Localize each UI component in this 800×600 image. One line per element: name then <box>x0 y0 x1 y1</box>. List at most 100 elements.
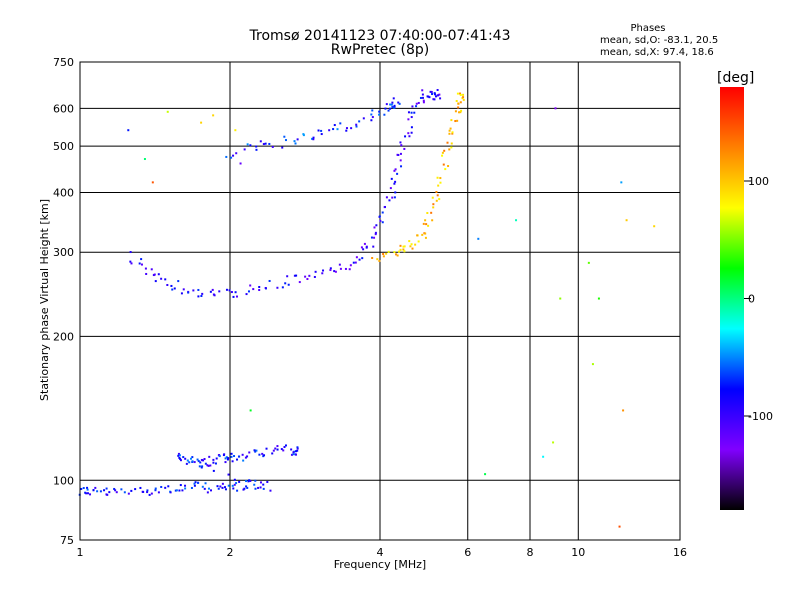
data-point <box>223 486 226 489</box>
data-point <box>198 465 201 468</box>
data-point <box>339 267 342 270</box>
data-point <box>332 128 335 131</box>
data-point <box>191 460 194 463</box>
data-point <box>397 101 400 104</box>
data-point <box>437 184 440 187</box>
data-point <box>221 486 224 489</box>
data-point <box>415 102 418 105</box>
data-point <box>385 252 388 255</box>
data-point <box>197 295 200 298</box>
data-point <box>448 129 451 132</box>
data-point <box>433 93 436 96</box>
data-point <box>329 267 332 270</box>
data-point <box>235 152 238 155</box>
data-point <box>228 289 231 292</box>
data-point <box>226 458 229 461</box>
data-point <box>292 453 295 456</box>
phases-o-stats: mean, sd,O: -83.1, 20.5 <box>600 35 718 46</box>
data-point <box>207 464 210 467</box>
data-point <box>397 154 400 157</box>
data-point <box>387 250 390 253</box>
data-point <box>314 270 317 273</box>
data-point <box>432 98 435 101</box>
data-point <box>320 129 323 132</box>
colorbar-tick-label: -100 <box>748 410 773 423</box>
chart-subtitle: RwPretec (8p) <box>331 42 429 58</box>
data-point <box>204 462 207 465</box>
data-point <box>411 247 414 250</box>
data-point <box>407 111 410 114</box>
data-point <box>382 253 385 256</box>
data-point <box>269 489 272 492</box>
data-point <box>167 485 170 488</box>
data-point <box>268 142 271 145</box>
data-point <box>254 450 257 453</box>
data-point <box>184 457 187 460</box>
data-point <box>247 290 250 293</box>
data-point <box>396 254 399 257</box>
data-point <box>308 274 311 277</box>
data-point <box>444 168 447 171</box>
data-point <box>414 243 417 246</box>
data-point <box>189 457 192 460</box>
data-point <box>280 448 283 451</box>
data-point <box>296 138 299 141</box>
data-point <box>399 244 402 247</box>
data-point <box>403 250 406 253</box>
data-point <box>233 478 236 481</box>
data-point <box>181 489 184 492</box>
data-point <box>85 492 88 495</box>
data-point <box>120 488 123 491</box>
data-point <box>448 132 451 135</box>
y-tick-label: 400 <box>53 186 74 199</box>
data-point <box>236 489 239 492</box>
data-point <box>129 251 132 254</box>
data-point <box>89 493 92 496</box>
data-point <box>450 119 453 122</box>
data-point <box>207 487 210 490</box>
grid-lines <box>80 62 680 540</box>
data-point <box>345 129 348 132</box>
plot-frame <box>79 61 681 541</box>
data-point <box>164 278 167 281</box>
data-point <box>403 147 406 150</box>
data-point <box>422 222 425 225</box>
data-point <box>435 190 438 193</box>
data-point <box>653 225 656 228</box>
data-point <box>395 253 398 256</box>
data-point <box>427 224 430 227</box>
data-point <box>402 245 405 248</box>
x-tick-label: 4 <box>377 546 384 559</box>
data-point <box>249 479 252 482</box>
data-point <box>214 462 217 465</box>
data-point <box>304 275 307 278</box>
data-point <box>429 90 432 93</box>
data-point <box>443 149 446 152</box>
data-point <box>225 288 228 291</box>
data-point <box>196 458 199 461</box>
data-point <box>216 485 219 488</box>
colorbar-strip <box>720 87 744 510</box>
data-point <box>355 123 358 126</box>
data-point <box>139 486 142 489</box>
data-point <box>425 223 428 226</box>
data-point <box>283 135 286 138</box>
data-point <box>410 126 413 129</box>
data-point <box>336 128 339 131</box>
data-point <box>211 288 214 291</box>
y-tick-label: 500 <box>53 140 74 153</box>
data-point <box>362 117 365 120</box>
data-points <box>78 89 656 528</box>
data-point <box>127 129 130 132</box>
data-point <box>393 196 396 199</box>
y-axis-ticks: 75 100 200 300 400 500 600 750 <box>53 56 74 547</box>
data-point <box>312 136 315 139</box>
data-point <box>358 258 361 261</box>
data-point <box>234 129 237 132</box>
data-point <box>227 473 230 476</box>
data-point <box>184 484 187 487</box>
data-point <box>103 489 106 492</box>
data-point <box>199 461 202 464</box>
data-point <box>243 148 246 151</box>
